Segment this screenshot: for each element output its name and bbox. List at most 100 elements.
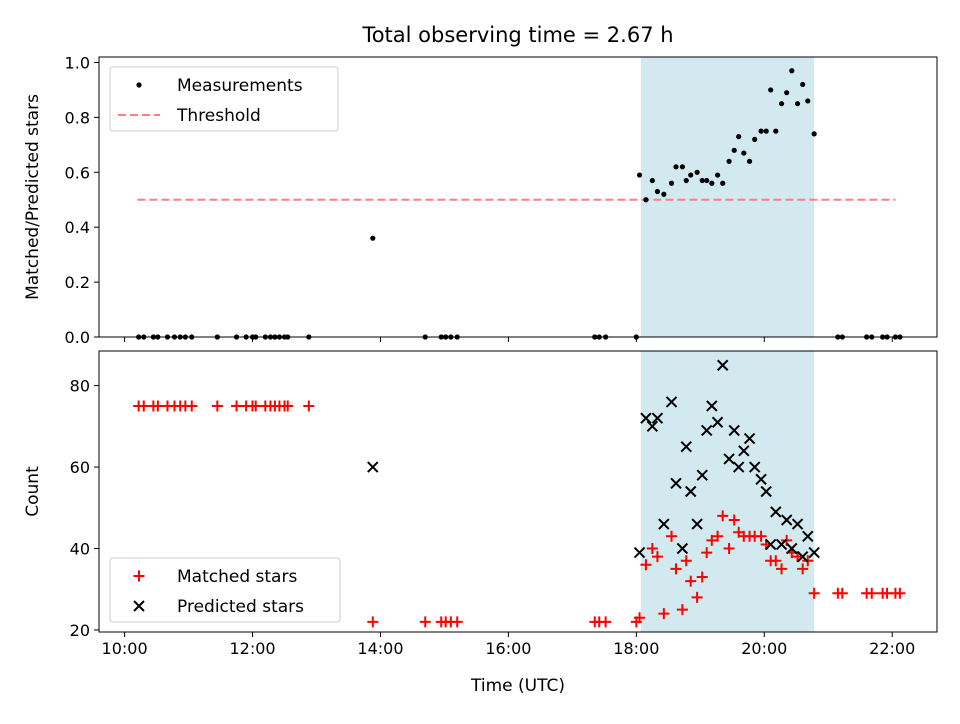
predicted-stars-point [701,424,713,437]
matched-stars-point [866,587,878,599]
x-tick-label: 20:00 [741,639,787,658]
matched-stars-point [680,555,692,567]
matched-stars-point [723,543,735,555]
matched-stars-point [717,510,729,522]
measurements-point [763,128,769,134]
legend: Matched stars Predicted stars [109,557,341,623]
legend-label: Measurements [177,76,303,96]
matched-stars-point [211,400,223,412]
measurements-point [741,150,747,156]
measurements-point [811,131,817,137]
measurements-point [668,180,675,186]
matched-stars-point [776,563,788,575]
measurements-point [789,68,795,74]
predicted-stars-point [651,412,664,424]
measurements-point [726,158,732,164]
legend-box [109,66,339,132]
matched-stars-point [666,530,678,542]
matched-stars-point [691,591,703,603]
matched-stars-point [706,534,718,546]
y-tick-label: 0.6 [65,163,90,182]
x-axis-label: Time (UTC) [470,676,565,696]
x-tick-label: 22:00 [869,639,915,658]
count-panel: 10:00 12:00 14:00 16:00 18:00 20:00 22:00 20 40 6… [23,350,938,658]
y-tick-label: 1.0 [65,53,90,72]
y-tick-label: 0.4 [65,218,90,237]
measurements-point [694,169,700,175]
matched-stars-point [658,608,670,620]
legend-marker [133,600,145,612]
matched-stars-point [186,400,198,412]
matched-stars-point [755,530,767,542]
matched-stars-point [770,555,782,567]
legend-marker [136,82,142,88]
measurements-point [654,188,661,195]
predicted-stars-point [786,542,798,555]
x-tick-label: 14:00 [357,639,403,658]
measurements-point [636,172,643,178]
predicted-stars-point [791,518,804,530]
predicted-stars-point [658,518,670,530]
matched-stars-point [303,400,315,412]
predicted-stars-point [748,461,761,473]
predicted-stars-point [770,506,782,518]
predicted-stars-point [691,518,703,530]
legend: Measurements Threshold [109,66,339,132]
measurements-point [679,164,686,170]
measurements-point [773,128,779,134]
measurements-point [699,177,705,184]
measurements-point [661,191,667,197]
predicted-stars-point [706,400,718,412]
predicted-stars-point [367,461,379,473]
predicted-stars-point [728,424,740,437]
matched-stars-point [634,612,646,624]
matched-stars-point [250,400,262,412]
matched-stars-point [894,587,906,599]
predicted-stars-point [802,530,814,543]
matched-stars-point [808,587,820,599]
predicted-stars-point [738,445,750,457]
matched-stars-point [676,604,688,616]
predicted-stars-point [723,453,735,465]
predicted-stars-point [685,485,697,498]
matched-stars-point [685,575,697,587]
matched-stars-point [646,543,658,555]
predicted-stars-point [665,396,678,408]
matched-stars-point [419,616,431,628]
matched-stars-point [451,616,463,628]
matched-stars-point [728,514,740,526]
measurements-point [746,158,753,164]
matched-stars-point [797,563,809,575]
measurements-point [688,172,694,178]
predicted-stars-point [680,440,692,453]
matched-stars-point [712,530,724,542]
matched-stars-point [600,616,612,628]
matched-stars-point [792,551,804,563]
predicted-stars-point [796,550,809,563]
predicted-stars-point [716,359,729,371]
measurements-point [736,134,742,140]
measurements-point [784,90,790,96]
measurements-point [720,180,726,186]
x-tick-label: 10:00 [102,639,148,658]
axes-frame [98,56,938,338]
measurements-point [683,177,689,184]
x-tick-label: 12:00 [229,639,275,658]
legend-label: Predicted stars [177,597,304,617]
predicted-stars-point [676,542,689,555]
y-tick-label: 0.0 [65,328,90,347]
matched-stars-point [282,400,294,412]
predicted-stars-point [670,477,682,490]
predicted-stars-point [633,546,646,559]
matched-stars-point [640,559,652,571]
measurements-point [805,98,811,104]
axes-frame [98,350,938,633]
observing-window [640,351,815,632]
legend-label: Threshold [176,106,261,126]
measurements-point [752,136,758,142]
measurements-point [758,128,764,134]
matched-stars-point [152,400,164,412]
y-tick-label: 40 [70,540,90,559]
matched-stars-point [701,547,713,559]
